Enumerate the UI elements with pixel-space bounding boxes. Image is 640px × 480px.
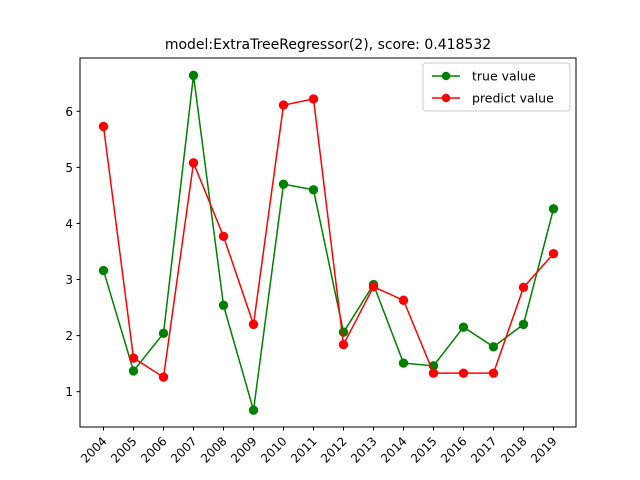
data-point-s2-2019 (548, 249, 559, 259)
y-tick-label: 2 (65, 329, 73, 343)
data-point-s1-2016 (458, 322, 469, 332)
data-point-s1-2011 (308, 185, 319, 195)
data-point-s2-2008 (218, 231, 229, 242)
y-tick-label: 3 (65, 273, 73, 287)
data-point-s2-2018 (518, 282, 529, 293)
legend-label-1: true value (472, 69, 536, 84)
data-point-s1-2012 (338, 327, 349, 337)
legend: true value predict value (422, 62, 571, 112)
legend-label-2: predict value (472, 91, 554, 106)
data-point-s2-2015 (428, 368, 439, 378)
data-point-s2-2007 (188, 158, 199, 168)
data-point-s2-2013 (368, 282, 379, 292)
data-point-s2-2012 (338, 339, 349, 350)
series-line-1 (102, 75, 555, 411)
data-point-s2-2004 (98, 121, 109, 132)
data-point-s1-2009 (248, 405, 259, 415)
chart-title: model:ExtraTreeRegressor(2), score: 0.41… (165, 37, 491, 53)
data-point-s1-2005 (128, 366, 139, 376)
data-point-s2-2016 (458, 368, 469, 378)
legend-box (422, 62, 571, 112)
data-point-s1-2008 (218, 300, 229, 311)
data-point-s1-2017 (488, 342, 499, 352)
data-point-s1-2019 (548, 204, 559, 214)
data-point-s2-2009 (248, 319, 259, 330)
data-point-s2-2014 (398, 295, 409, 305)
axes-frame (79, 57, 577, 428)
y-tick-label: 5 (65, 161, 73, 175)
y-tick-label: 4 (65, 217, 73, 231)
data-point-s2-2010 (278, 100, 289, 110)
data-point-s1-2010 (278, 179, 289, 189)
data-point-s2-2017 (488, 368, 499, 378)
data-point-s1-2014 (398, 358, 409, 368)
data-point-s1-2018 (518, 319, 529, 330)
data-point-s2-2005 (128, 353, 139, 363)
data-point-s1-2004 (98, 265, 109, 276)
y-tick-label: 6 (65, 105, 73, 119)
legend-marker-1 (441, 71, 451, 81)
data-point-s1-2007 (188, 70, 199, 81)
data-point-s2-2011 (308, 94, 319, 104)
y-tick-label: 1 (65, 385, 73, 399)
data-point-s2-2006 (158, 372, 169, 382)
legend-marker-2 (441, 93, 451, 103)
series-line-2 (102, 98, 555, 379)
data-point-s1-2006 (158, 328, 169, 339)
